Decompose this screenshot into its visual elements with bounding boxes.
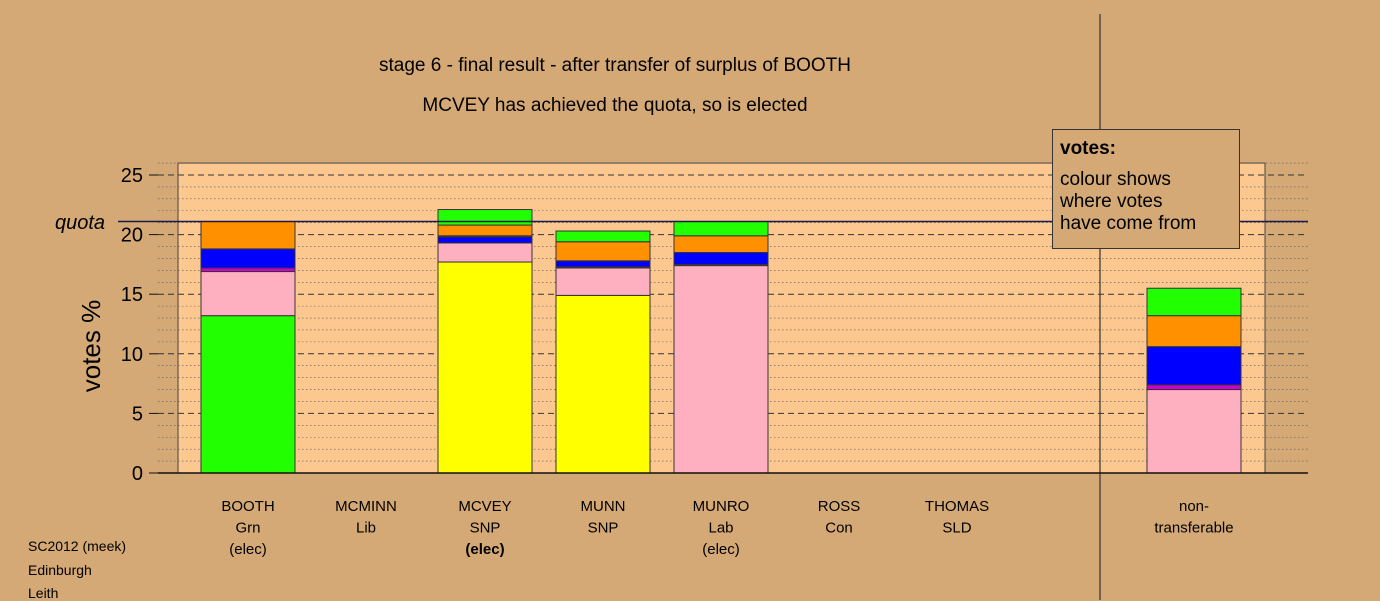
x-category-label: MUNN: [581, 498, 626, 515]
y-axis-label: votes %: [76, 300, 106, 393]
y-tick-label: 25: [121, 165, 143, 187]
x-category-label: MCVEY: [458, 498, 511, 515]
bar-segment: [555, 260, 651, 268]
bar-segment: [437, 261, 533, 474]
y-tick-label: 20: [121, 225, 143, 247]
x-category-label: SLD: [942, 520, 971, 537]
footer-source: SC2012 (meek): [28, 538, 127, 554]
y-tick-label: 5: [132, 403, 143, 425]
x-category-label: (elec): [702, 541, 740, 558]
y-tick-label: 10: [121, 344, 143, 366]
chart-subtitle: MCVEY has achieved the quota, so is elec…: [422, 95, 808, 116]
bar-segment: [200, 315, 296, 474]
bar-segment: [437, 209, 533, 226]
x-category-label: MCMINN: [335, 498, 397, 515]
legend-line: have come from: [1060, 213, 1197, 234]
bar-segment: [200, 271, 296, 317]
x-category-label: SNP: [588, 520, 619, 537]
bar-segment: [1146, 315, 1242, 348]
x-category-label: THOMAS: [925, 498, 989, 515]
legend-line: colour shows: [1060, 169, 1171, 190]
bar-segment: [673, 265, 769, 474]
bar-segment: [1146, 346, 1242, 386]
y-tick-label: 15: [121, 284, 143, 306]
x-category-label: ROSS: [818, 498, 861, 515]
x-category-label: Con: [825, 520, 853, 537]
legend-title: votes:: [1060, 138, 1116, 159]
bar-segment: [555, 294, 651, 474]
bar-segment: [555, 267, 651, 296]
x-category-label: transferable: [1154, 520, 1233, 537]
y-tick-label: 0: [132, 463, 143, 485]
bar-segment: [555, 230, 651, 243]
x-category-label: Lib: [356, 520, 376, 537]
x-category-label: BOOTH: [221, 498, 274, 515]
bar-segment: [1146, 389, 1242, 474]
x-category-label: SNP: [470, 520, 501, 537]
bar-segment: [200, 220, 296, 250]
x-category-label: MUNRO: [693, 498, 750, 515]
bar-segment: [200, 267, 296, 273]
bar-segment: [673, 220, 769, 237]
footer-city: Edinburgh: [28, 562, 92, 578]
bar-segment: [1146, 287, 1242, 317]
bar-segment: [1146, 384, 1242, 391]
bar-segment: [437, 242, 533, 263]
bar-segment: [437, 224, 533, 237]
legend-line: where votes: [1060, 191, 1163, 212]
bar-segment: [673, 235, 769, 253]
x-category-label: non-: [1179, 498, 1209, 515]
x-category-label: Lab: [708, 520, 733, 537]
bar-segment: [673, 251, 769, 265]
x-category-label: Grn: [235, 520, 260, 537]
x-category-label: (elec): [229, 541, 267, 558]
footer-constituency: Leith: [28, 585, 59, 601]
bar-segment: [555, 241, 651, 262]
legend-box: votes: colour shows where votes have com…: [1052, 129, 1240, 249]
quota-label: quota: [55, 212, 105, 234]
x-category-label: (elec): [465, 541, 504, 558]
bar-segment: [437, 236, 533, 244]
chart-title: stage 6 - final result - after transfer …: [378, 55, 851, 76]
bar-segment: [200, 248, 296, 269]
